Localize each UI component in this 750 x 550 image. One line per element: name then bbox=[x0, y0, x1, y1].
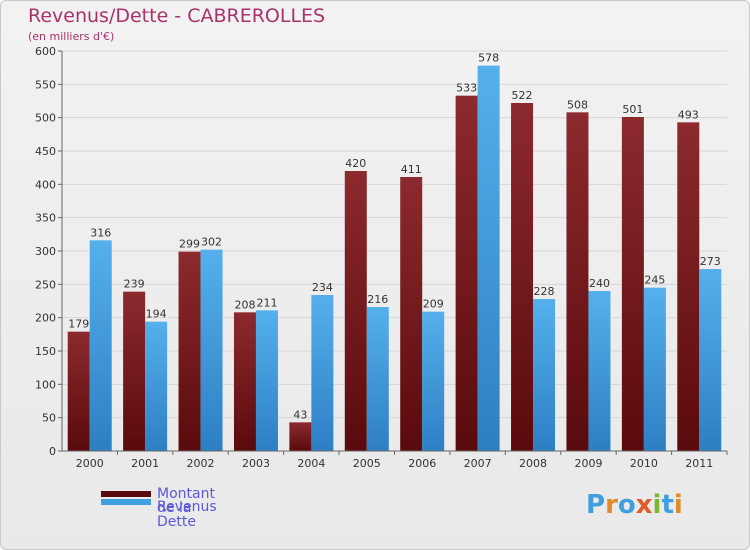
logo-letter: P bbox=[586, 490, 606, 520]
bar-dette bbox=[621, 117, 644, 451]
bar-dette bbox=[67, 331, 90, 451]
y-tick-label: 250 bbox=[35, 278, 56, 291]
logo-letter: o bbox=[617, 490, 636, 520]
x-tick-label: 2004 bbox=[297, 457, 325, 470]
value-label-revenus: 578 bbox=[478, 52, 499, 65]
bar-revenus bbox=[366, 307, 389, 451]
bar-revenus bbox=[311, 295, 334, 451]
value-label-revenus: 240 bbox=[589, 277, 610, 290]
y-tick-label: 150 bbox=[35, 345, 56, 358]
value-label-dette: 179 bbox=[68, 318, 89, 331]
value-label-revenus: 211 bbox=[256, 296, 277, 309]
bar-revenus bbox=[477, 65, 500, 452]
value-label-dette: 533 bbox=[456, 82, 477, 95]
legend-label-dette: Montant de la Dette bbox=[157, 486, 215, 530]
bar-revenus bbox=[422, 311, 445, 451]
value-label-revenus: 234 bbox=[312, 281, 333, 294]
bar-dette bbox=[289, 422, 312, 451]
bar-dette bbox=[400, 177, 423, 451]
bar-revenus bbox=[533, 299, 556, 451]
bar-revenus bbox=[200, 249, 223, 451]
bar-revenus bbox=[643, 287, 666, 451]
value-label-dette: 522 bbox=[512, 89, 533, 102]
bar-dette bbox=[178, 251, 201, 451]
y-tick-label: 350 bbox=[35, 212, 56, 225]
value-label-revenus: 194 bbox=[146, 308, 167, 321]
x-tick-label: 2007 bbox=[464, 457, 492, 470]
x-tick-label: 2009 bbox=[574, 457, 602, 470]
value-label-revenus: 273 bbox=[700, 255, 721, 268]
value-label-dette: 493 bbox=[678, 108, 699, 121]
value-label-dette: 43 bbox=[293, 408, 307, 421]
chart-subtitle: (en milliers d'€) bbox=[28, 30, 115, 43]
value-label-dette: 239 bbox=[124, 278, 145, 291]
x-tick-label: 2011 bbox=[685, 457, 713, 470]
value-label-dette: 208 bbox=[234, 298, 255, 311]
logo-letter: i bbox=[652, 490, 662, 520]
bar-revenus bbox=[89, 240, 112, 451]
proxiti-logo: Proxiti bbox=[586, 490, 683, 520]
y-tick-label: 500 bbox=[35, 112, 56, 125]
bar-revenus bbox=[699, 269, 722, 451]
value-label-revenus: 209 bbox=[423, 298, 444, 311]
value-label-dette: 501 bbox=[622, 103, 643, 116]
y-tick-label: 200 bbox=[35, 312, 56, 325]
y-tick-label: 0 bbox=[49, 445, 56, 458]
value-label-revenus: 245 bbox=[644, 274, 665, 287]
value-label-dette: 420 bbox=[345, 157, 366, 170]
bar-dette bbox=[677, 122, 700, 451]
y-tick-label: 600 bbox=[35, 45, 56, 58]
chart-title: Revenus/Dette - CABREROLLES bbox=[28, 5, 326, 27]
x-tick-label: 2001 bbox=[131, 457, 159, 470]
logo-letter: i bbox=[673, 490, 683, 520]
bar-dette bbox=[511, 103, 534, 451]
y-tick-label: 300 bbox=[35, 245, 56, 258]
value-label-dette: 508 bbox=[567, 98, 588, 111]
x-tick-label: 2003 bbox=[242, 457, 270, 470]
bar-dette bbox=[233, 312, 256, 451]
legend-swatch-dette bbox=[101, 491, 151, 497]
logo-letter: t bbox=[661, 490, 674, 520]
logo-letter: x bbox=[635, 490, 653, 520]
bar-dette bbox=[455, 95, 478, 452]
value-label-dette: 411 bbox=[401, 163, 422, 176]
value-label-revenus: 228 bbox=[534, 285, 555, 298]
x-tick-label: 2005 bbox=[353, 457, 381, 470]
value-label-revenus: 216 bbox=[367, 293, 388, 306]
y-tick-label: 400 bbox=[35, 178, 56, 191]
value-label-dette: 299 bbox=[179, 238, 200, 251]
value-label-revenus: 316 bbox=[90, 226, 111, 239]
logo-letter: r bbox=[605, 490, 618, 520]
legend-label-revenus: Revenus bbox=[157, 499, 217, 515]
x-tick-label: 2008 bbox=[519, 457, 547, 470]
bar-revenus bbox=[145, 321, 168, 451]
x-tick-label: 2002 bbox=[187, 457, 215, 470]
x-tick-label: 2006 bbox=[408, 457, 436, 470]
x-tick-label: 2000 bbox=[76, 457, 104, 470]
bar-revenus bbox=[588, 291, 611, 451]
y-tick-label: 50 bbox=[42, 412, 56, 425]
legend-swatch-revenus bbox=[101, 499, 151, 505]
bar-dette bbox=[123, 291, 146, 451]
y-tick-label: 550 bbox=[35, 78, 56, 91]
bar-dette bbox=[566, 112, 589, 451]
bar-revenus bbox=[255, 310, 278, 451]
bar-dette bbox=[344, 171, 367, 451]
x-tick-label: 2010 bbox=[630, 457, 658, 470]
y-tick-label: 450 bbox=[35, 145, 56, 158]
value-label-revenus: 302 bbox=[201, 236, 222, 249]
y-tick-label: 100 bbox=[35, 378, 56, 391]
